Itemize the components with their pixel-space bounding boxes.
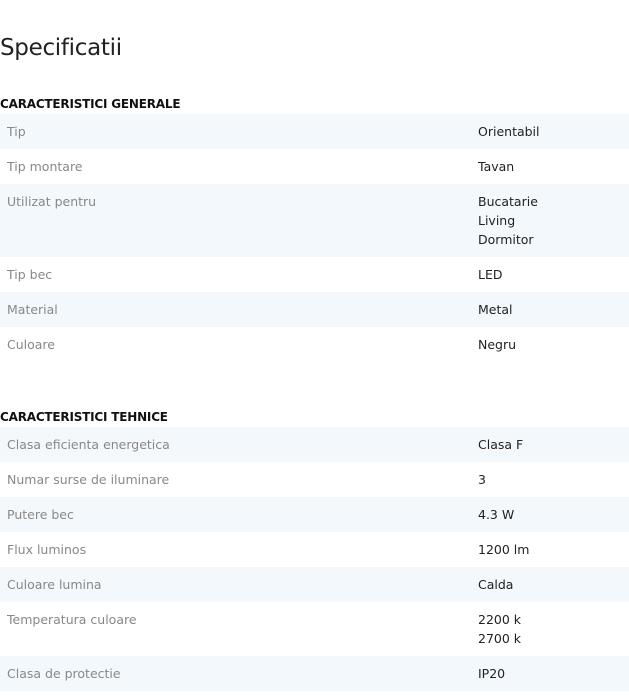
- spec-value: Clasa F: [478, 435, 523, 454]
- spec-row: Putere bec 4.3 W: [0, 497, 629, 532]
- spec-row: Tip bec LED: [0, 257, 629, 292]
- spec-value: 2200 k 2700 k: [478, 610, 521, 648]
- spec-value: Calda: [478, 575, 513, 594]
- spec-row: Numar surse de iluminare 3: [0, 462, 629, 497]
- spec-row: Culoare Negru: [0, 327, 629, 362]
- spec-table: Tip Orientabil Tip montare Tavan Utilizat pe…: [0, 114, 629, 362]
- spec-label: Putere bec: [7, 507, 74, 522]
- spec-value-item: 4.3 W: [478, 507, 515, 522]
- page-title: Specificatii: [0, 35, 122, 61]
- spec-value: Negru: [478, 335, 516, 354]
- spec-value: Tavan: [478, 157, 514, 176]
- spec-label: Tip bec: [7, 267, 53, 282]
- spec-value-item: Tavan: [478, 159, 515, 174]
- spec-label: Temperatura culoare: [7, 612, 137, 627]
- spec-label: Clasa de protectie: [7, 666, 121, 681]
- spec-value: Metal: [478, 300, 513, 319]
- spec-row: Temperatura culoare 2200 k 2700 k: [0, 602, 629, 656]
- spec-value-item: LED: [478, 267, 503, 282]
- spec-label: Clasa eficienta energetica: [7, 437, 170, 452]
- spec-label: Flux luminos: [7, 542, 87, 557]
- spec-value-item: 3: [478, 472, 486, 487]
- spec-value-item: Metal: [478, 302, 513, 317]
- spec-row: Utilizat pentru Bucatarie Living Dormitor: [0, 184, 629, 257]
- spec-value-item: 2700 k: [478, 631, 522, 646]
- spec-value: LED: [478, 265, 503, 284]
- spec-label: Culoare lumina: [7, 577, 102, 592]
- spec-label: Tip montare: [7, 159, 83, 174]
- spec-row: Culoare lumina Calda: [0, 567, 629, 602]
- spec-value-item: 1200 lm: [478, 542, 530, 557]
- spec-value-item: Clasa F: [478, 437, 524, 452]
- spec-table: Clasa eficienta energetica Clasa F Numar s…: [0, 427, 629, 691]
- spec-row: Tip montare Tavan: [0, 149, 629, 184]
- spec-value-item: Orientabil: [478, 124, 540, 139]
- section-general: CARACTERISTICI GENERALE Tip Orientabil Tip…: [0, 94, 629, 362]
- spec-value: Orientabil: [478, 122, 540, 141]
- spec-value-item: 2200 k: [478, 612, 522, 627]
- spec-label: Utilizat pentru: [7, 194, 97, 209]
- spec-value-item: IP20: [478, 666, 506, 681]
- section-heading: CARACTERISTICI GENERALE: [0, 97, 181, 111]
- spec-value-item: Dormitor: [478, 232, 534, 247]
- spec-value: Bucatarie Living Dormitor: [478, 192, 538, 249]
- spec-label: Numar surse de iluminare: [7, 472, 170, 487]
- spec-label: Tip: [7, 124, 26, 139]
- spec-value: 1200 lm: [478, 540, 529, 559]
- spec-row: Clasa eficienta energetica Clasa F: [0, 427, 629, 462]
- spec-label: Material: [7, 302, 58, 317]
- spec-value: 4.3 W: [478, 505, 514, 524]
- spec-value: IP20: [478, 664, 505, 683]
- spec-value-item: Bucatarie: [478, 194, 538, 209]
- spec-value: 3: [478, 470, 486, 489]
- spec-row: Clasa de protectie IP20: [0, 656, 629, 691]
- spec-value-item: Calda: [478, 577, 514, 592]
- spec-row: Tip Orientabil: [0, 114, 629, 149]
- spec-value-item: Negru: [478, 337, 517, 352]
- spec-value-item: Living: [478, 213, 516, 228]
- spec-row: Material Metal: [0, 292, 629, 327]
- section-heading: CARACTERISTICI TEHNICE: [0, 410, 168, 424]
- spec-label: Culoare: [7, 337, 55, 352]
- section-technical: CARACTERISTICI TEHNICE Clasa eficienta e…: [0, 407, 629, 691]
- spec-row: Flux luminos 1200 lm: [0, 532, 629, 567]
